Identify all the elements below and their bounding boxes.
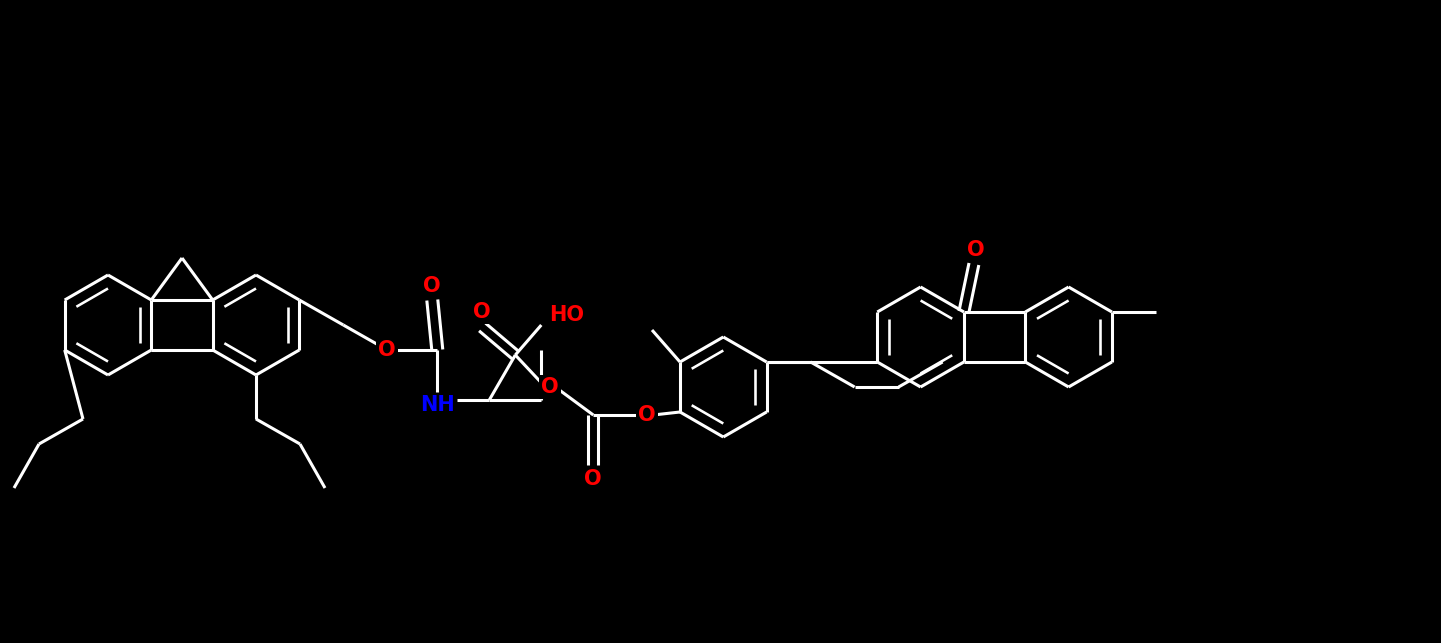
Text: O: O [424, 276, 441, 296]
Text: O: O [585, 469, 602, 489]
Text: O: O [638, 405, 656, 425]
Text: O: O [474, 302, 491, 322]
Text: NH: NH [419, 395, 455, 415]
Text: O: O [967, 240, 984, 260]
Text: O: O [379, 340, 396, 360]
Text: HO: HO [549, 305, 584, 325]
Text: O: O [542, 377, 559, 397]
